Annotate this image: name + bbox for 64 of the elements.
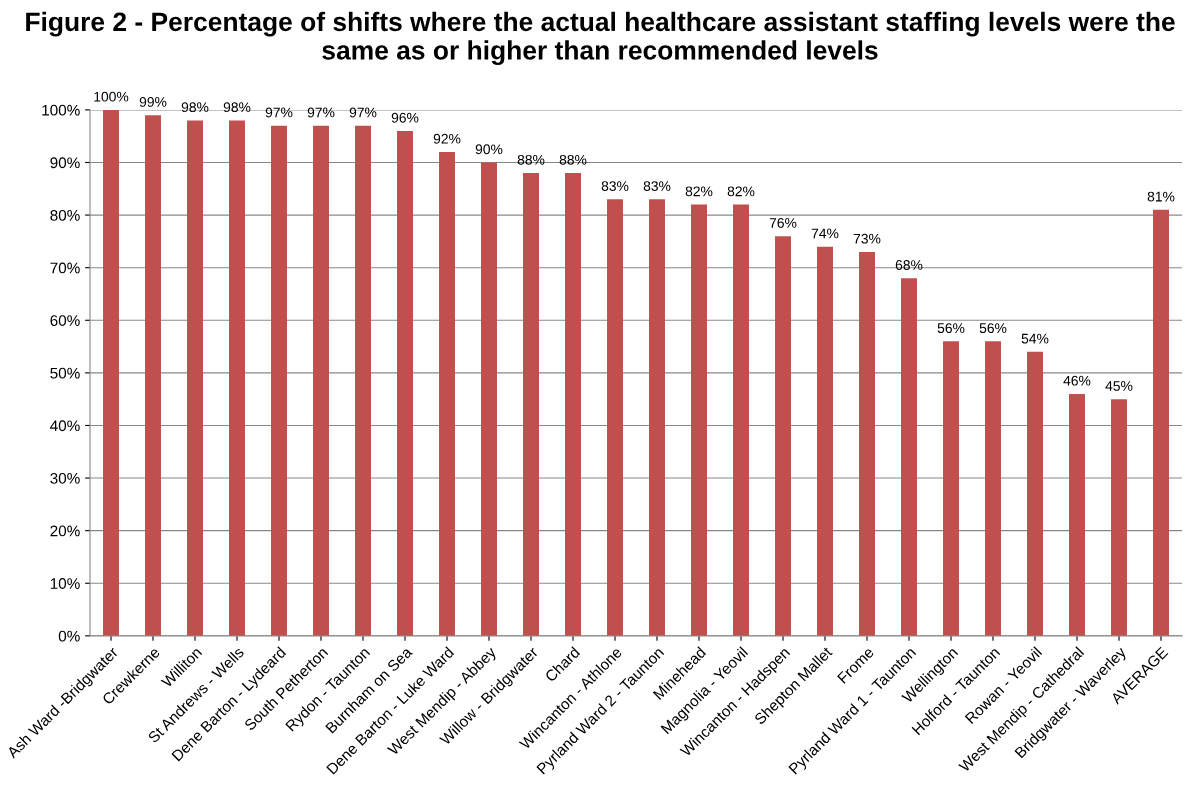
data-label: 45% <box>1105 381 1133 391</box>
data-label: 97% <box>349 107 377 118</box>
data-label: 46% <box>1063 375 1091 386</box>
y-tick-label: 90% <box>50 157 80 169</box>
y-tick-label: 0% <box>58 630 80 642</box>
bar <box>733 204 749 636</box>
bar <box>1027 351 1043 636</box>
data-label: 76% <box>769 217 797 228</box>
data-label: 68% <box>895 260 923 270</box>
bar <box>439 151 455 636</box>
y-tick-label: 80% <box>50 209 80 221</box>
bar <box>355 125 371 636</box>
bar <box>271 125 287 636</box>
bar <box>229 120 245 636</box>
bar <box>901 278 917 636</box>
y-tick-label: 70% <box>50 262 80 274</box>
y-tick-label: 50% <box>50 367 80 379</box>
data-label: 98% <box>223 102 251 113</box>
y-tick-label: 100% <box>42 104 80 116</box>
bar <box>691 204 707 636</box>
bar <box>1111 399 1127 636</box>
data-label: 98% <box>181 102 209 113</box>
bar <box>859 251 875 636</box>
bar <box>397 130 413 636</box>
bar <box>145 115 161 636</box>
data-label: 88% <box>559 154 587 165</box>
data-label: 54% <box>1021 333 1049 344</box>
data-label: 97% <box>307 107 335 118</box>
data-label: 92% <box>433 133 461 144</box>
data-label: 56% <box>937 323 965 334</box>
bar <box>313 125 329 636</box>
y-tick-label: 20% <box>50 525 80 537</box>
y-tick-label: 60% <box>50 315 80 326</box>
y-tick-label: 40% <box>50 420 80 432</box>
bar <box>1153 209 1169 636</box>
bar <box>1069 393 1085 636</box>
bar <box>985 341 1001 636</box>
bar <box>481 162 497 636</box>
bar <box>103 109 119 636</box>
data-label: 90% <box>475 144 503 155</box>
bar <box>565 173 581 636</box>
bar <box>943 341 959 636</box>
data-label: 83% <box>601 181 629 192</box>
bar <box>817 246 833 636</box>
data-label: 83% <box>643 181 671 192</box>
data-label: 82% <box>685 186 713 197</box>
data-label: 100% <box>94 91 129 102</box>
data-label: 88% <box>517 154 545 165</box>
data-label: 96% <box>391 112 419 123</box>
data-label: 82% <box>727 186 755 197</box>
bar <box>187 120 203 636</box>
bar <box>649 199 665 636</box>
bar <box>775 236 791 636</box>
data-label: 73% <box>853 233 881 244</box>
data-label: 97% <box>265 107 293 118</box>
data-label: 74% <box>811 228 839 239</box>
bar <box>607 199 623 636</box>
data-label: 56% <box>979 323 1007 334</box>
y-tick-label: 30% <box>50 472 80 484</box>
data-label: 99% <box>139 97 167 107</box>
bar <box>523 173 539 636</box>
data-label: 81% <box>1147 191 1175 202</box>
chart-title: Figure 2 - Percentage of shifts where the actual healthcare assistant staffing levels were the same as or higher than recommended levels <box>26 11 1175 66</box>
y-tick-label: 10% <box>50 578 80 589</box>
